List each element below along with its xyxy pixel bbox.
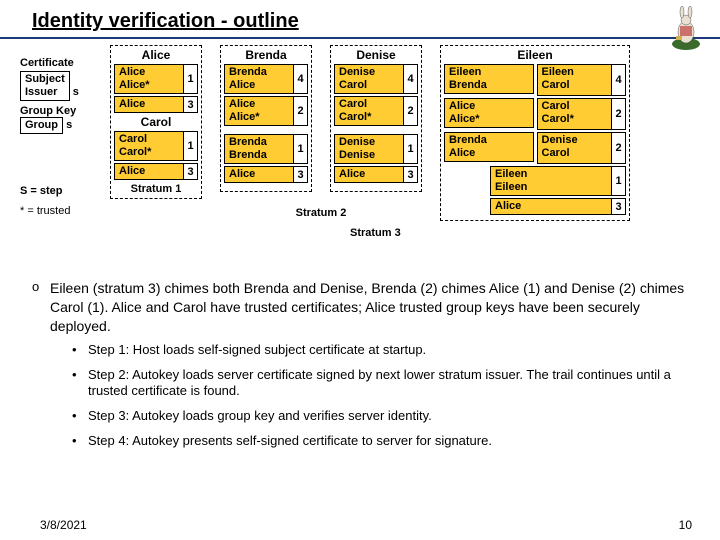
column-eileen: Eileen EileenBrenda EileenCarol 4 AliceA… <box>440 45 630 221</box>
stratum-3-label: Stratum 3 <box>350 227 401 239</box>
stratum-1-label: Stratum 1 <box>114 183 198 195</box>
eileen-grp-3: Alice <box>490 198 612 215</box>
column-brenda: Brenda BrendaAlice 4 AliceAlice* 2 Brend… <box>220 45 312 192</box>
subject-issuer-box: SubjectIssuer <box>20 71 70 101</box>
denise-grp-2-step: 3 <box>404 166 418 183</box>
stratum-2-label: Stratum 2 <box>220 207 422 219</box>
eileen-right-grp-1: DeniseCarol <box>537 132 613 164</box>
alice-cert-1-step: 1 <box>184 64 198 94</box>
group-box: Group <box>20 117 63 134</box>
steps-list: Step 1: Host loads self-signed subject c… <box>72 342 690 450</box>
denise-cert-1-step: 4 <box>404 64 418 94</box>
eileen-left-cert-1: EileenBrenda <box>444 64 534 94</box>
denise-grp-1-step: 1 <box>404 134 418 164</box>
column-alice: Alice AliceAlice* 1 Alice 3 Carol CarolC… <box>110 45 202 199</box>
alice-cert-2-step: 3 <box>184 96 198 113</box>
trusted-note: * = trusted <box>20 205 70 217</box>
brenda-grp-2-step: 3 <box>294 166 308 183</box>
brenda-grp-1-step: 1 <box>294 134 308 164</box>
alice-cert-1: AliceAlice* <box>114 64 184 94</box>
legend: Certificate SubjectIssuer s Group Key Gr… <box>20 57 79 134</box>
denise-cert-2-step: 2 <box>404 96 418 126</box>
alice-cert-2: Alice <box>114 96 184 113</box>
denise-grp-1: DeniseDenise <box>334 134 404 164</box>
carol-head: Carol <box>114 115 198 129</box>
eileen-grp-3-step: 3 <box>612 198 626 215</box>
column-denise: Denise DeniseCarol 4 CarolCarol* 2 Denis… <box>330 45 422 192</box>
brenda-cert-2: AliceAlice* <box>224 96 294 126</box>
denise-cert-2: CarolCarol* <box>334 96 404 126</box>
eileen-left-cert-2: AliceAlice* <box>444 98 534 128</box>
footer-page: 10 <box>679 518 692 532</box>
step-1: Step 1: Host loads self-signed subject c… <box>72 342 690 359</box>
eileen-left-grp-1: BrendaAlice <box>444 132 534 162</box>
brenda-grp-2: Alice <box>224 166 294 183</box>
col-head-eileen: Eileen <box>444 48 626 62</box>
diagram-area: Certificate SubjectIssuer s Group Key Gr… <box>20 45 700 275</box>
page-title: Identity verification - outline <box>0 0 720 39</box>
summary-text: Eileen (stratum 3) chimes both Brenda an… <box>50 279 690 336</box>
eileen-grp-2: EileenEileen <box>490 166 612 196</box>
col-head-denise: Denise <box>334 48 418 62</box>
bullet-o: o <box>32 279 39 294</box>
eileen-grp-1-step: 2 <box>612 132 626 164</box>
step-2: Step 2: Autokey loads server certificate… <box>72 367 690 401</box>
legend-notes: S = step * = trusted <box>20 185 70 217</box>
s-label-2: s <box>66 119 72 131</box>
denise-cert-1: DeniseCarol <box>334 64 404 94</box>
step-3: Step 3: Autokey loads group key and veri… <box>72 408 690 425</box>
brenda-cert-2-step: 2 <box>294 96 308 126</box>
eileen-grp-2-step: 1 <box>612 166 626 196</box>
alice-grp-2: Alice <box>114 163 184 180</box>
eileen-cert-1-step: 4 <box>612 64 626 96</box>
alice-grp-1: CarolCarol* <box>114 131 184 161</box>
alice-grp-1-step: 1 <box>184 131 198 161</box>
s-label-1: s <box>73 86 79 98</box>
brenda-cert-1-step: 4 <box>294 64 308 94</box>
col-head-brenda: Brenda <box>224 48 308 62</box>
alice-grp-2-step: 3 <box>184 163 198 180</box>
certificate-label: Certificate <box>20 57 79 69</box>
brenda-grp-1: BrendaBrenda <box>224 134 294 164</box>
eileen-cert-2-step: 2 <box>612 98 626 130</box>
denise-grp-2: Alice <box>334 166 404 183</box>
s-step-note: S = step <box>20 185 70 197</box>
col-head-alice: Alice <box>114 48 198 62</box>
brenda-cert-1: BrendaAlice <box>224 64 294 94</box>
footer-date: 3/8/2021 <box>40 518 87 532</box>
eileen-right-cert-1: EileenCarol <box>537 64 613 96</box>
group-key-label: Group Key <box>20 105 79 117</box>
step-4: Step 4: Autokey presents self-signed cer… <box>72 433 690 450</box>
eileen-right-cert-2: CarolCarol* <box>537 98 613 130</box>
